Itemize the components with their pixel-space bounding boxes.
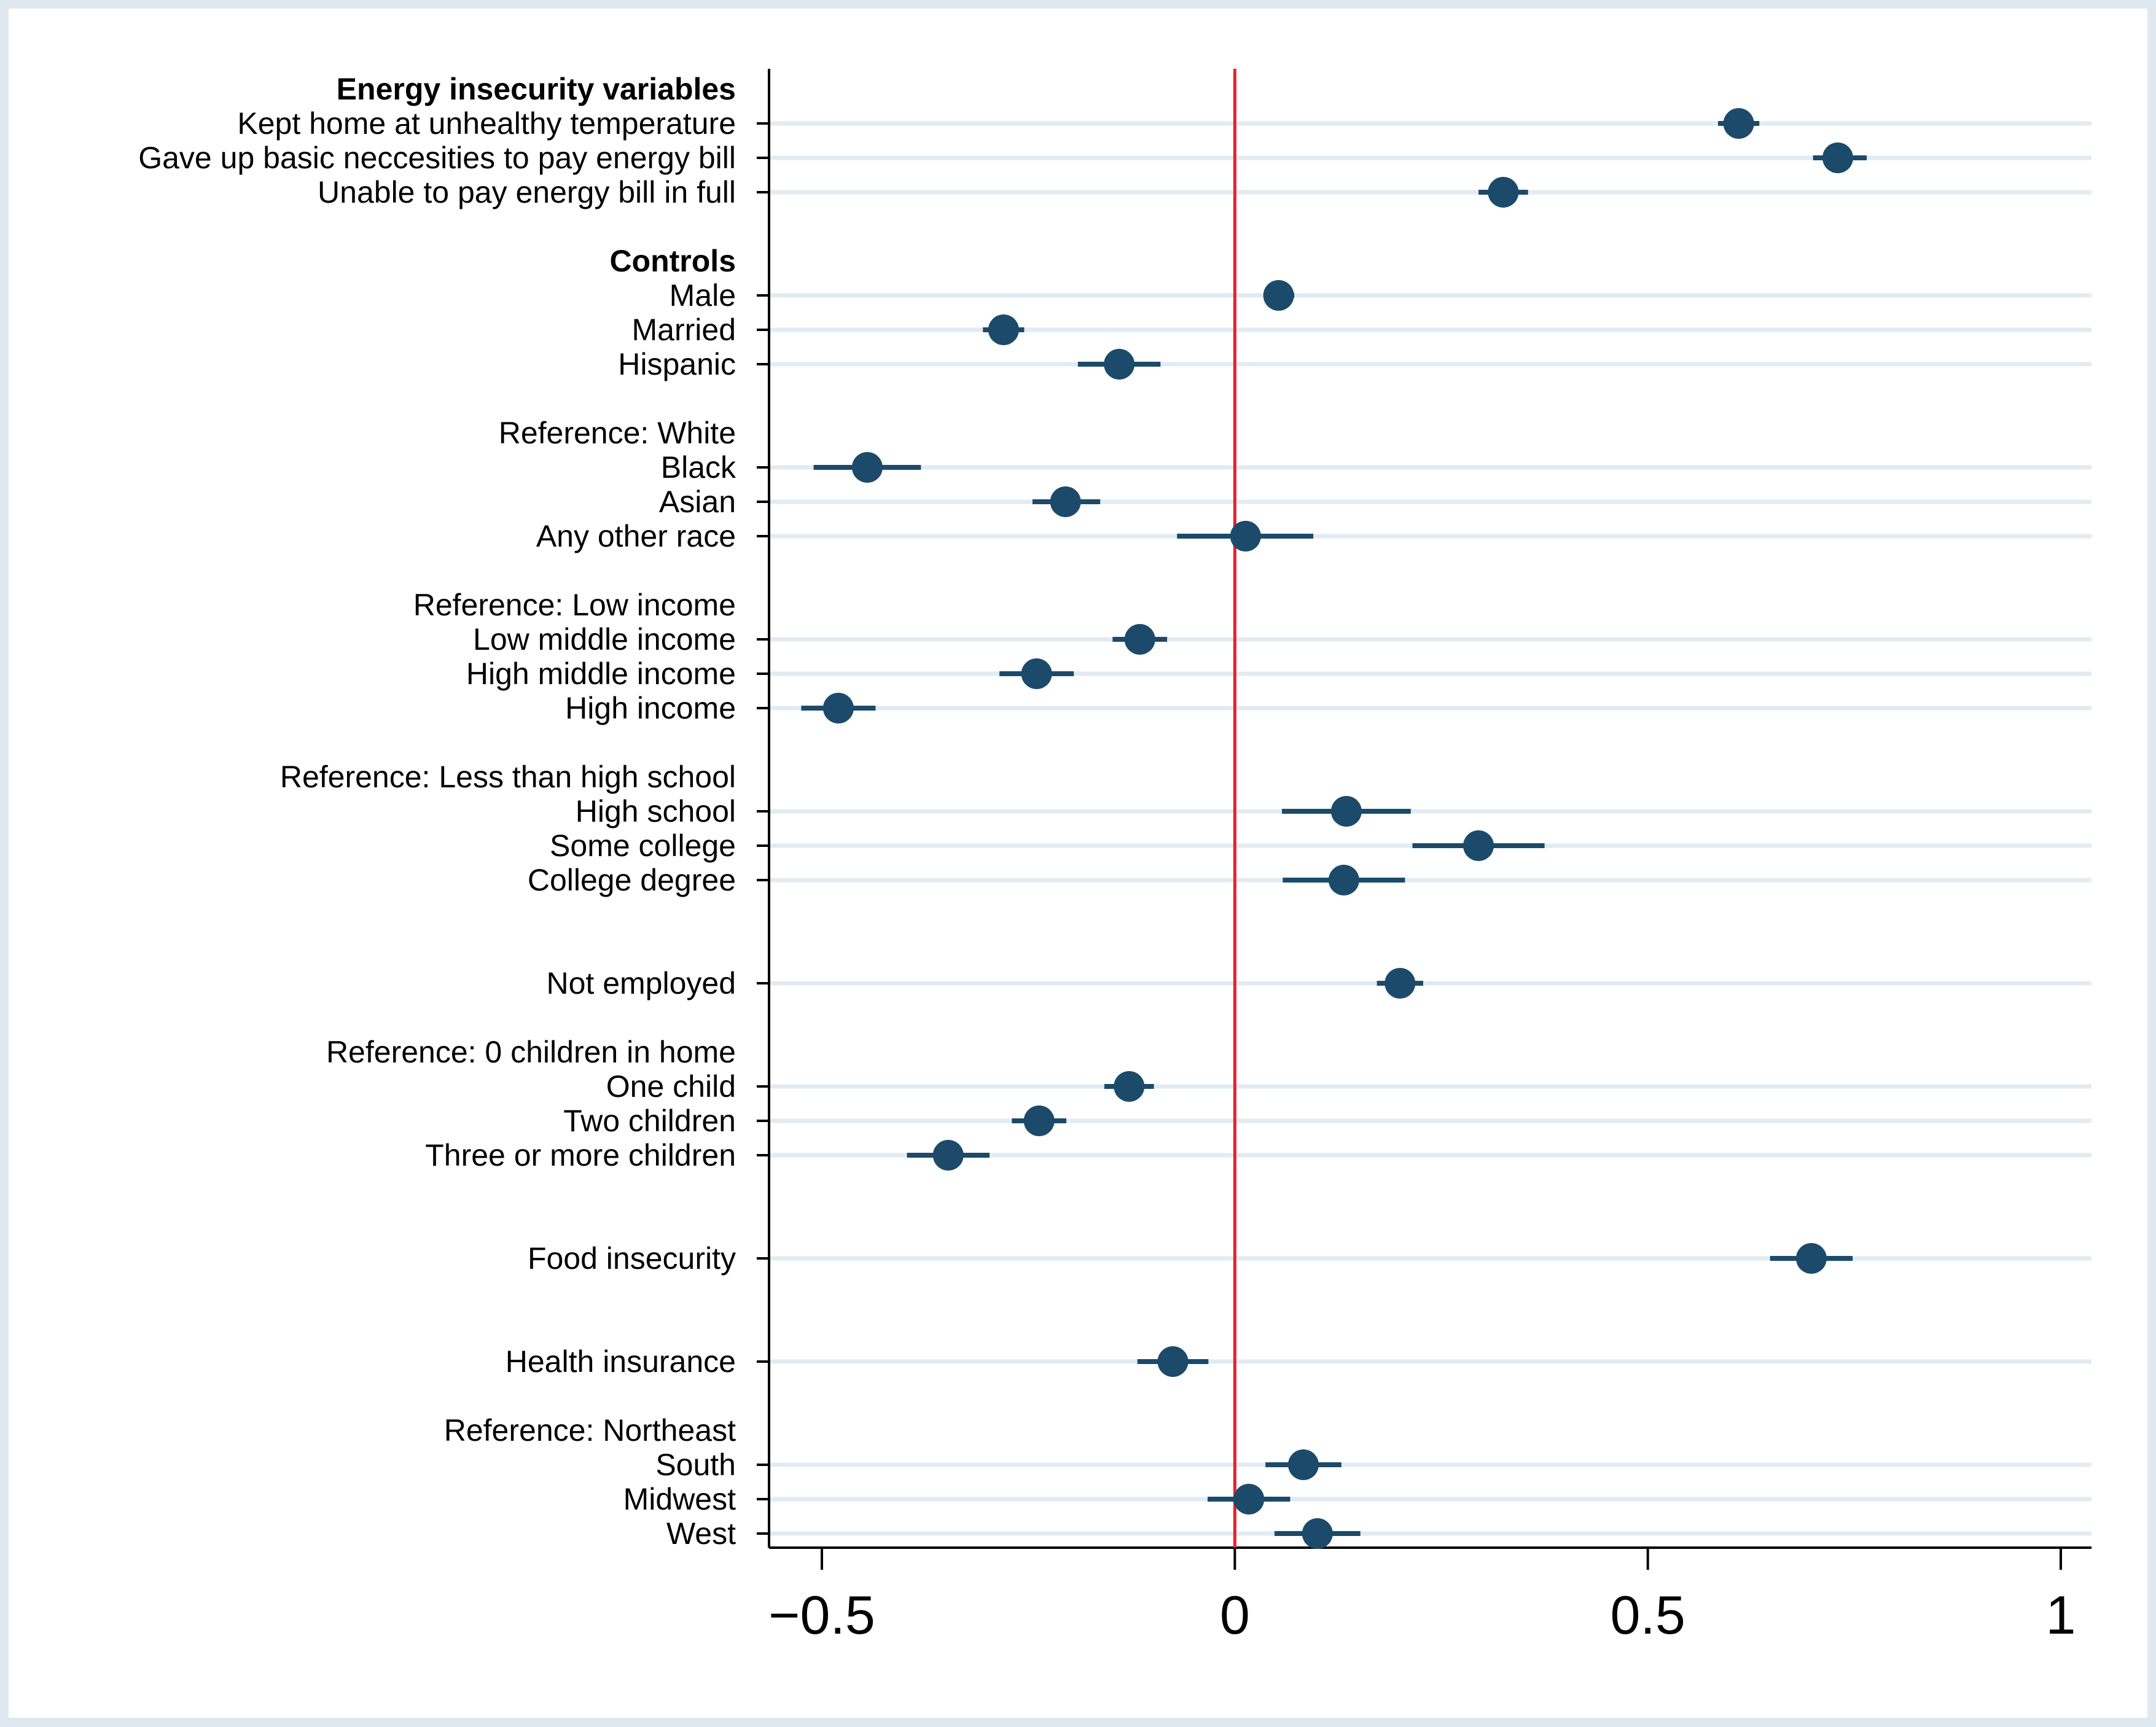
point-estimate bbox=[1385, 968, 1416, 999]
row-label: Black bbox=[661, 450, 736, 485]
x-tick-label: 1 bbox=[2046, 1585, 2076, 1645]
point-estimate bbox=[988, 314, 1019, 345]
point-estimate bbox=[1302, 1518, 1333, 1549]
point-estimate bbox=[1287, 1449, 1319, 1480]
row-label: South bbox=[655, 1448, 736, 1482]
point-estimate bbox=[1263, 280, 1294, 311]
row-label: Not employed bbox=[547, 966, 736, 1000]
point-estimate bbox=[1233, 1484, 1265, 1515]
row-label: Some college bbox=[550, 828, 736, 863]
x-tick-label: 0 bbox=[1220, 1585, 1250, 1645]
row-label: Kept home at unhealthy temperature bbox=[237, 106, 736, 141]
point-estimate bbox=[1050, 486, 1081, 517]
group-header-label: Reference: Low income bbox=[413, 588, 736, 622]
row-label: College degree bbox=[528, 863, 736, 897]
point-estimate bbox=[822, 693, 854, 723]
point-estimate bbox=[1023, 1105, 1055, 1136]
row-label: West bbox=[666, 1516, 736, 1551]
point-estimate bbox=[1822, 142, 1853, 173]
point-estimate bbox=[1021, 658, 1052, 689]
row-label: Low middle income bbox=[473, 622, 736, 657]
row-label: Food insecurity bbox=[528, 1241, 736, 1276]
row-label: Male bbox=[670, 278, 736, 313]
row-label: Married bbox=[632, 313, 736, 347]
point-estimate bbox=[932, 1140, 964, 1171]
group-header-label: Controls bbox=[609, 244, 736, 278]
x-axis: −0.5 0 0.5 1 bbox=[757, 69, 2092, 1645]
x-tick-label: 0.5 bbox=[1610, 1585, 1685, 1645]
row-label: Two children bbox=[563, 1104, 736, 1138]
x-tick-label: −0.5 bbox=[768, 1585, 875, 1645]
point-estimate bbox=[1463, 830, 1494, 861]
row-label: Hispanic bbox=[618, 347, 736, 381]
row-label: Three or more children bbox=[425, 1138, 736, 1172]
point-estimate bbox=[1114, 1071, 1145, 1102]
point-estimate bbox=[1795, 1243, 1827, 1274]
group-header-label: Reference: Less than high school bbox=[280, 760, 736, 794]
point-estimate bbox=[1104, 349, 1135, 380]
point-estimate bbox=[1328, 865, 1359, 895]
figure-panel bbox=[9, 9, 2147, 1718]
point-estimate bbox=[1157, 1346, 1189, 1377]
group-header-label: Reference: Northeast bbox=[444, 1413, 736, 1448]
row-label: Midwest bbox=[623, 1482, 736, 1516]
row-label: Gave up basic neccesities to pay energy … bbox=[138, 141, 736, 175]
point-estimate bbox=[1723, 108, 1754, 139]
row-label: High school bbox=[576, 794, 736, 828]
point-estimate bbox=[851, 452, 883, 483]
row-label: High income bbox=[565, 691, 736, 725]
row-label: High middle income bbox=[466, 657, 736, 691]
point-estimate bbox=[1488, 177, 1519, 208]
row-label: Unable to pay energy bill in full bbox=[318, 175, 736, 209]
group-header-label: Reference: White bbox=[499, 416, 736, 450]
row-label: Health insurance bbox=[506, 1344, 736, 1379]
row-label: Asian bbox=[659, 485, 736, 519]
group-header-label: Energy insecurity variables bbox=[337, 72, 736, 106]
point-estimate bbox=[1230, 521, 1261, 552]
group-header-label: Reference: 0 children in home bbox=[326, 1035, 736, 1069]
plot-marks bbox=[801, 69, 1867, 1549]
point-estimate bbox=[1330, 796, 1362, 827]
point-estimate bbox=[1124, 624, 1155, 655]
grid-layer bbox=[769, 121, 2092, 1536]
row-label: One child bbox=[606, 1069, 736, 1104]
row-label: Any other race bbox=[536, 519, 736, 553]
